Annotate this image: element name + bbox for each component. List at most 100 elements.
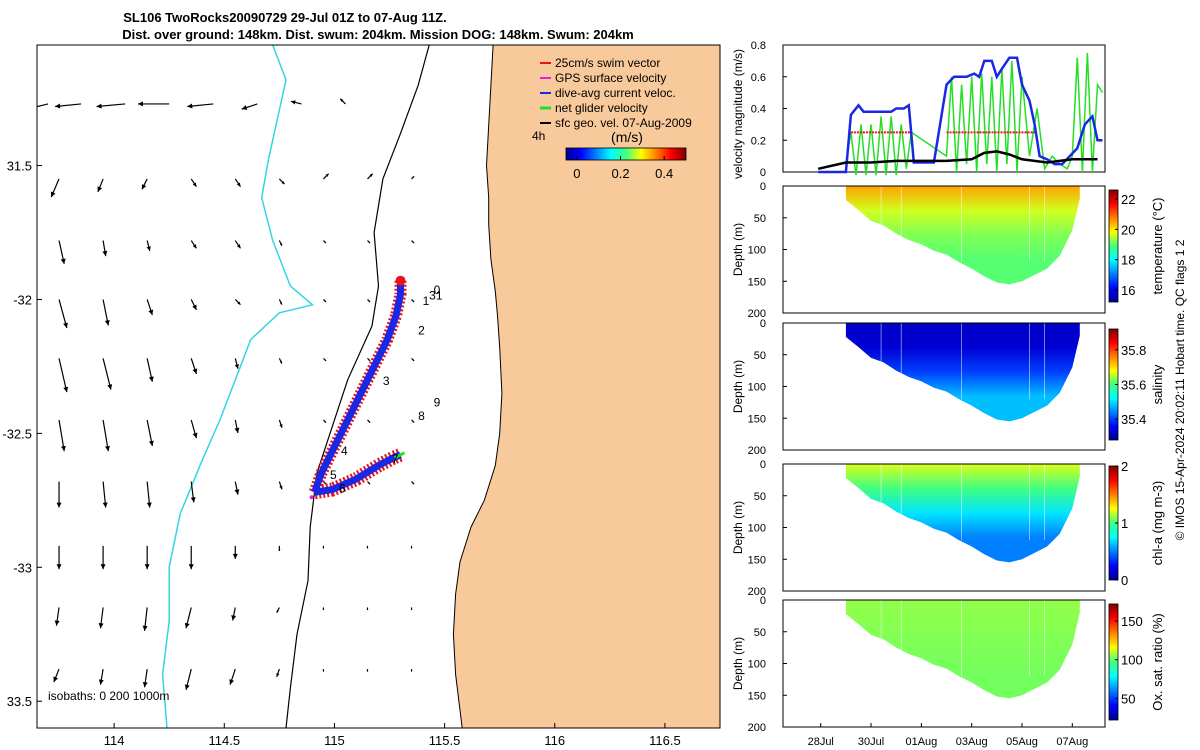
geo-arrow-head: [148, 440, 154, 446]
map-y-tick-label: -32.5: [2, 426, 32, 441]
geo-arrow: [102, 419, 110, 452]
geo-arrow-head: [141, 184, 147, 190]
depth-tick-label: 200: [748, 722, 766, 734]
geo-arrow: [50, 178, 60, 198]
geo-arrow-head: [411, 547, 413, 549]
geo-arrow: [411, 481, 415, 485]
geo-arrow: [278, 358, 283, 364]
colorbar-tick-label: 35.8: [1121, 343, 1146, 358]
title-line-2: Dist. over ground: 148km. Dist. swum: 20…: [122, 27, 634, 42]
geo-arrow-head: [142, 681, 148, 688]
geo-arrow-head: [234, 489, 240, 495]
colorbar-side-label: 4h: [532, 129, 545, 143]
geo-arrow: [142, 607, 148, 631]
geo-arrow-head: [146, 502, 152, 508]
geo-arrow: [234, 178, 241, 188]
time-x-tick-label: 03Aug: [956, 736, 988, 748]
geo-arrow-head: [105, 445, 110, 452]
colorbar-tick-label: 50: [1121, 691, 1135, 706]
day-label: 9: [434, 396, 441, 410]
geo-arrow-head: [98, 679, 104, 685]
legend-swim-label: 25cm/s swim vector: [555, 56, 660, 70]
velocity-y-tick-label: 0: [760, 167, 766, 179]
colorbar-gradient: [565, 147, 687, 161]
depth-tick-label: 50: [754, 213, 766, 225]
geo-arrow: [278, 299, 283, 305]
geo-arrow-head: [325, 173, 329, 177]
geo-arrow: [411, 419, 415, 424]
geo-arrow-head: [324, 421, 327, 423]
geo-arrow: [188, 545, 194, 570]
geo-arrow-head: [366, 547, 369, 549]
map-x-tick-label: 114: [104, 733, 125, 748]
legend-geo-label: sfc geo. vel. 07-Aug-2009: [555, 116, 692, 130]
geo-arrow-head: [366, 609, 369, 611]
depth-axis-label: Depth (m): [731, 223, 745, 276]
geo-arrow: [367, 357, 371, 362]
geo-arrow-head: [188, 564, 194, 570]
geo-arrow-head: [412, 482, 415, 485]
geo-arrow: [411, 299, 415, 303]
geo-arrow-head: [279, 302, 282, 305]
day-label: 2: [418, 323, 425, 337]
geo-arrow: [366, 669, 369, 672]
velocity-y-tick-label: 0.6: [751, 72, 766, 84]
geo-arrow: [290, 100, 302, 105]
geo-arrow: [232, 545, 238, 559]
gps-surface-point: [309, 495, 314, 500]
geo-arrow: [411, 240, 415, 244]
colorbar-tick-label: 1: [1121, 516, 1128, 531]
geo-arrow: [322, 545, 325, 549]
depth-tick-label: 100: [748, 245, 766, 257]
geo-arrow-head: [368, 300, 371, 303]
depth-tick-label: 100: [748, 659, 766, 671]
section-panel-oxygen: 0 50 100 150 200 Depth (m) 50 100 150 Ox. sat. ra…: [731, 595, 1165, 734]
depth-tick-label: 100: [748, 523, 766, 535]
geo-arrow-shaft: [102, 358, 112, 390]
geo-arrow: [184, 668, 192, 691]
geo-arrow: [276, 668, 280, 678]
geo-arrow-head: [192, 304, 197, 310]
geo-arrow: [276, 607, 280, 613]
geo-arrow-head: [187, 103, 193, 109]
geo-arrow: [144, 545, 150, 570]
geo-arrow-head: [279, 424, 283, 428]
geo-arrow-head: [324, 241, 327, 244]
depth-tick-label: 150: [748, 690, 766, 702]
map-colorbar: 4h (m/s) 0 0.2 0.4: [532, 129, 687, 181]
colorbar-tick-label: 0.4: [655, 166, 673, 181]
map-y-tick-label: -33: [13, 560, 32, 575]
section-colorbar: [1108, 603, 1119, 721]
colorbar-tick-label: 35.6: [1121, 378, 1146, 393]
velocity-ylabel: velocity magnitude (m/s): [731, 49, 745, 179]
geo-arrow: [190, 481, 196, 503]
geo-arrow: [141, 178, 148, 190]
geo-arrow: [322, 357, 327, 362]
day-label: 1: [423, 294, 430, 308]
geo-arrow-head: [137, 101, 143, 107]
geo-arrow-head: [104, 320, 110, 326]
colorbar-tick-label: 20: [1121, 222, 1135, 237]
velocity-y-tick-label: 0.4: [751, 104, 766, 116]
geo-arrow-head: [236, 244, 241, 249]
geo-arrow-head: [98, 622, 104, 629]
map-y-tick-label: 31.5: [7, 159, 32, 174]
map-x-tick-label: 115.5: [429, 733, 461, 748]
geo-arrow-head: [324, 300, 327, 303]
geo-arrow: [97, 178, 104, 193]
geo-arrow: [146, 358, 154, 382]
colorbar-unit-label: (m/s): [611, 129, 643, 145]
geo-arrow: [339, 98, 346, 105]
geo-arrow-head: [100, 564, 106, 570]
dive-avg-out: [311, 280, 404, 494]
geo-arrow-head: [411, 609, 413, 611]
geo-arrow-head: [192, 432, 198, 439]
geo-arrow: [187, 103, 214, 109]
time-x-ticks: 28Jul 30Jul 01Aug 03Aug 05Aug 07Aug: [808, 723, 1088, 748]
depth-axis-label: Depth (m): [731, 637, 745, 690]
geo-arrow: [278, 481, 283, 490]
geo-arrow-head: [231, 615, 237, 621]
geo-arrow-head: [276, 673, 280, 677]
geo-arrow: [367, 419, 371, 424]
